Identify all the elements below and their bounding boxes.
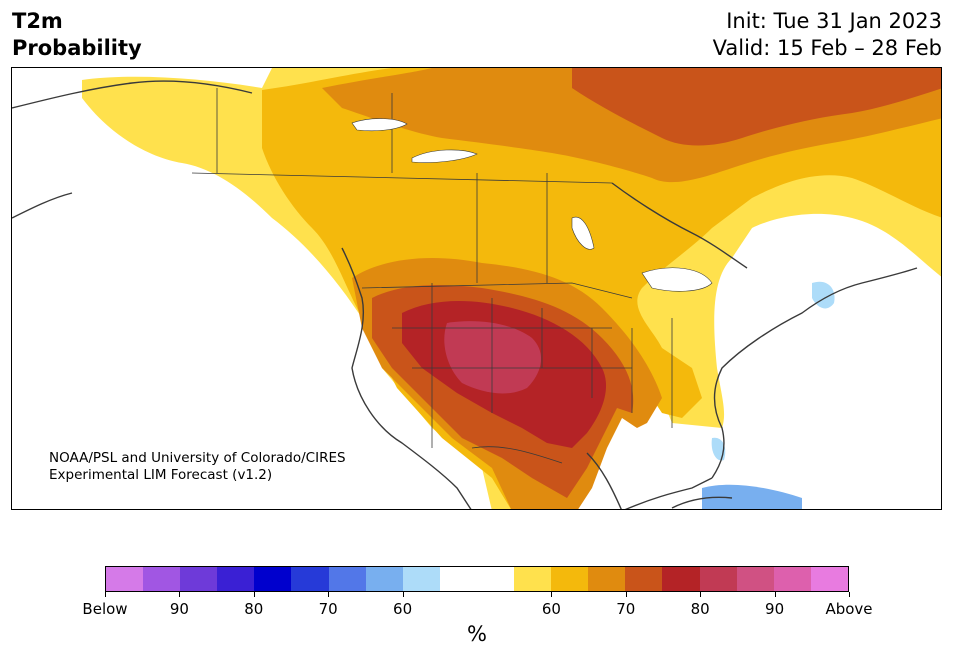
colorbar-tick-label: 90 (169, 600, 189, 618)
colorbar-segment (217, 567, 255, 591)
attribution-line-1: NOAA/PSL and University of Colorado/CIRE… (49, 450, 346, 466)
political-borders (191, 88, 673, 464)
prob-zone-cool-south (711, 437, 726, 461)
colorbar-tick-mark (700, 592, 702, 597)
prob-zone-85 (444, 321, 542, 394)
colorbar-segment (106, 567, 144, 591)
colorbar-tick-mark (402, 592, 404, 597)
colorbar-segment (180, 567, 218, 591)
forecast-dates: Init: Tue 31 Jan 2023 Valid: 15 Feb – 28… (713, 8, 942, 62)
colorbar-segment (439, 567, 477, 591)
colorbar-tick-mark (179, 592, 181, 597)
colorbar-segment (551, 567, 589, 591)
colorbar-tick-label: 60 (393, 600, 413, 618)
lake-shape (571, 216, 595, 250)
colorbar-segment (476, 567, 515, 591)
colorbar-tick-label: Below (82, 600, 128, 618)
colorbar-tick-mark (105, 592, 106, 597)
prob-zone-cool-caribbean (702, 484, 802, 509)
colorbar-tick-label: Above (825, 600, 873, 618)
colorbar-segment (328, 567, 366, 591)
colorbar-tick-label: 80 (690, 600, 710, 618)
colorbar-unit: % (467, 622, 487, 646)
colorbar-segment (736, 567, 774, 591)
colorbar-segment (773, 567, 811, 591)
colorbar-segment (588, 567, 626, 591)
colorbar-tick-mark (253, 592, 255, 597)
colorbar-tick-label: 70 (318, 600, 338, 618)
colorbar-segment (810, 567, 848, 591)
attribution-line-2: Experimental LIM Forecast (v1.2) (49, 467, 273, 483)
map-title: T2m Probability (12, 9, 142, 60)
colorbar-segment (291, 567, 329, 591)
lake-shape (351, 118, 408, 132)
colorbar-segment (254, 567, 292, 591)
init-date: Init: Tue 31 Jan 2023 (726, 9, 942, 33)
probability-map (11, 67, 942, 510)
valid-range: Valid: 15 Feb – 28 Feb (712, 36, 942, 60)
colorbar-tick-label: 70 (616, 600, 636, 618)
colorbar-tick-mark (625, 592, 627, 597)
colorbar-tick-mark (328, 592, 330, 597)
colorbar-segment (402, 567, 440, 591)
colorbar-segment (514, 567, 552, 591)
colorbar-segment (365, 567, 403, 591)
attribution-text: NOAA/PSL and University of Colorado/CIRE… (49, 450, 346, 484)
lake-shape (641, 267, 713, 292)
lake-shape (411, 149, 478, 163)
colorbar-tick-mark (849, 592, 850, 597)
colorbar-tick-label: 80 (244, 600, 264, 618)
colorbar-segment (625, 567, 663, 591)
colorbar-segment (662, 567, 700, 591)
colorbar-tick-mark (551, 592, 553, 597)
colorbar-segment (143, 567, 181, 591)
colorbar-tick-mark (774, 592, 776, 597)
colorbar (105, 566, 849, 592)
coastlines (12, 80, 918, 509)
colorbar-segment (699, 567, 737, 591)
map-canvas (12, 68, 941, 509)
colorbar-tick-label: 60 (541, 600, 561, 618)
colorbar-tick-label: 90 (765, 600, 785, 618)
